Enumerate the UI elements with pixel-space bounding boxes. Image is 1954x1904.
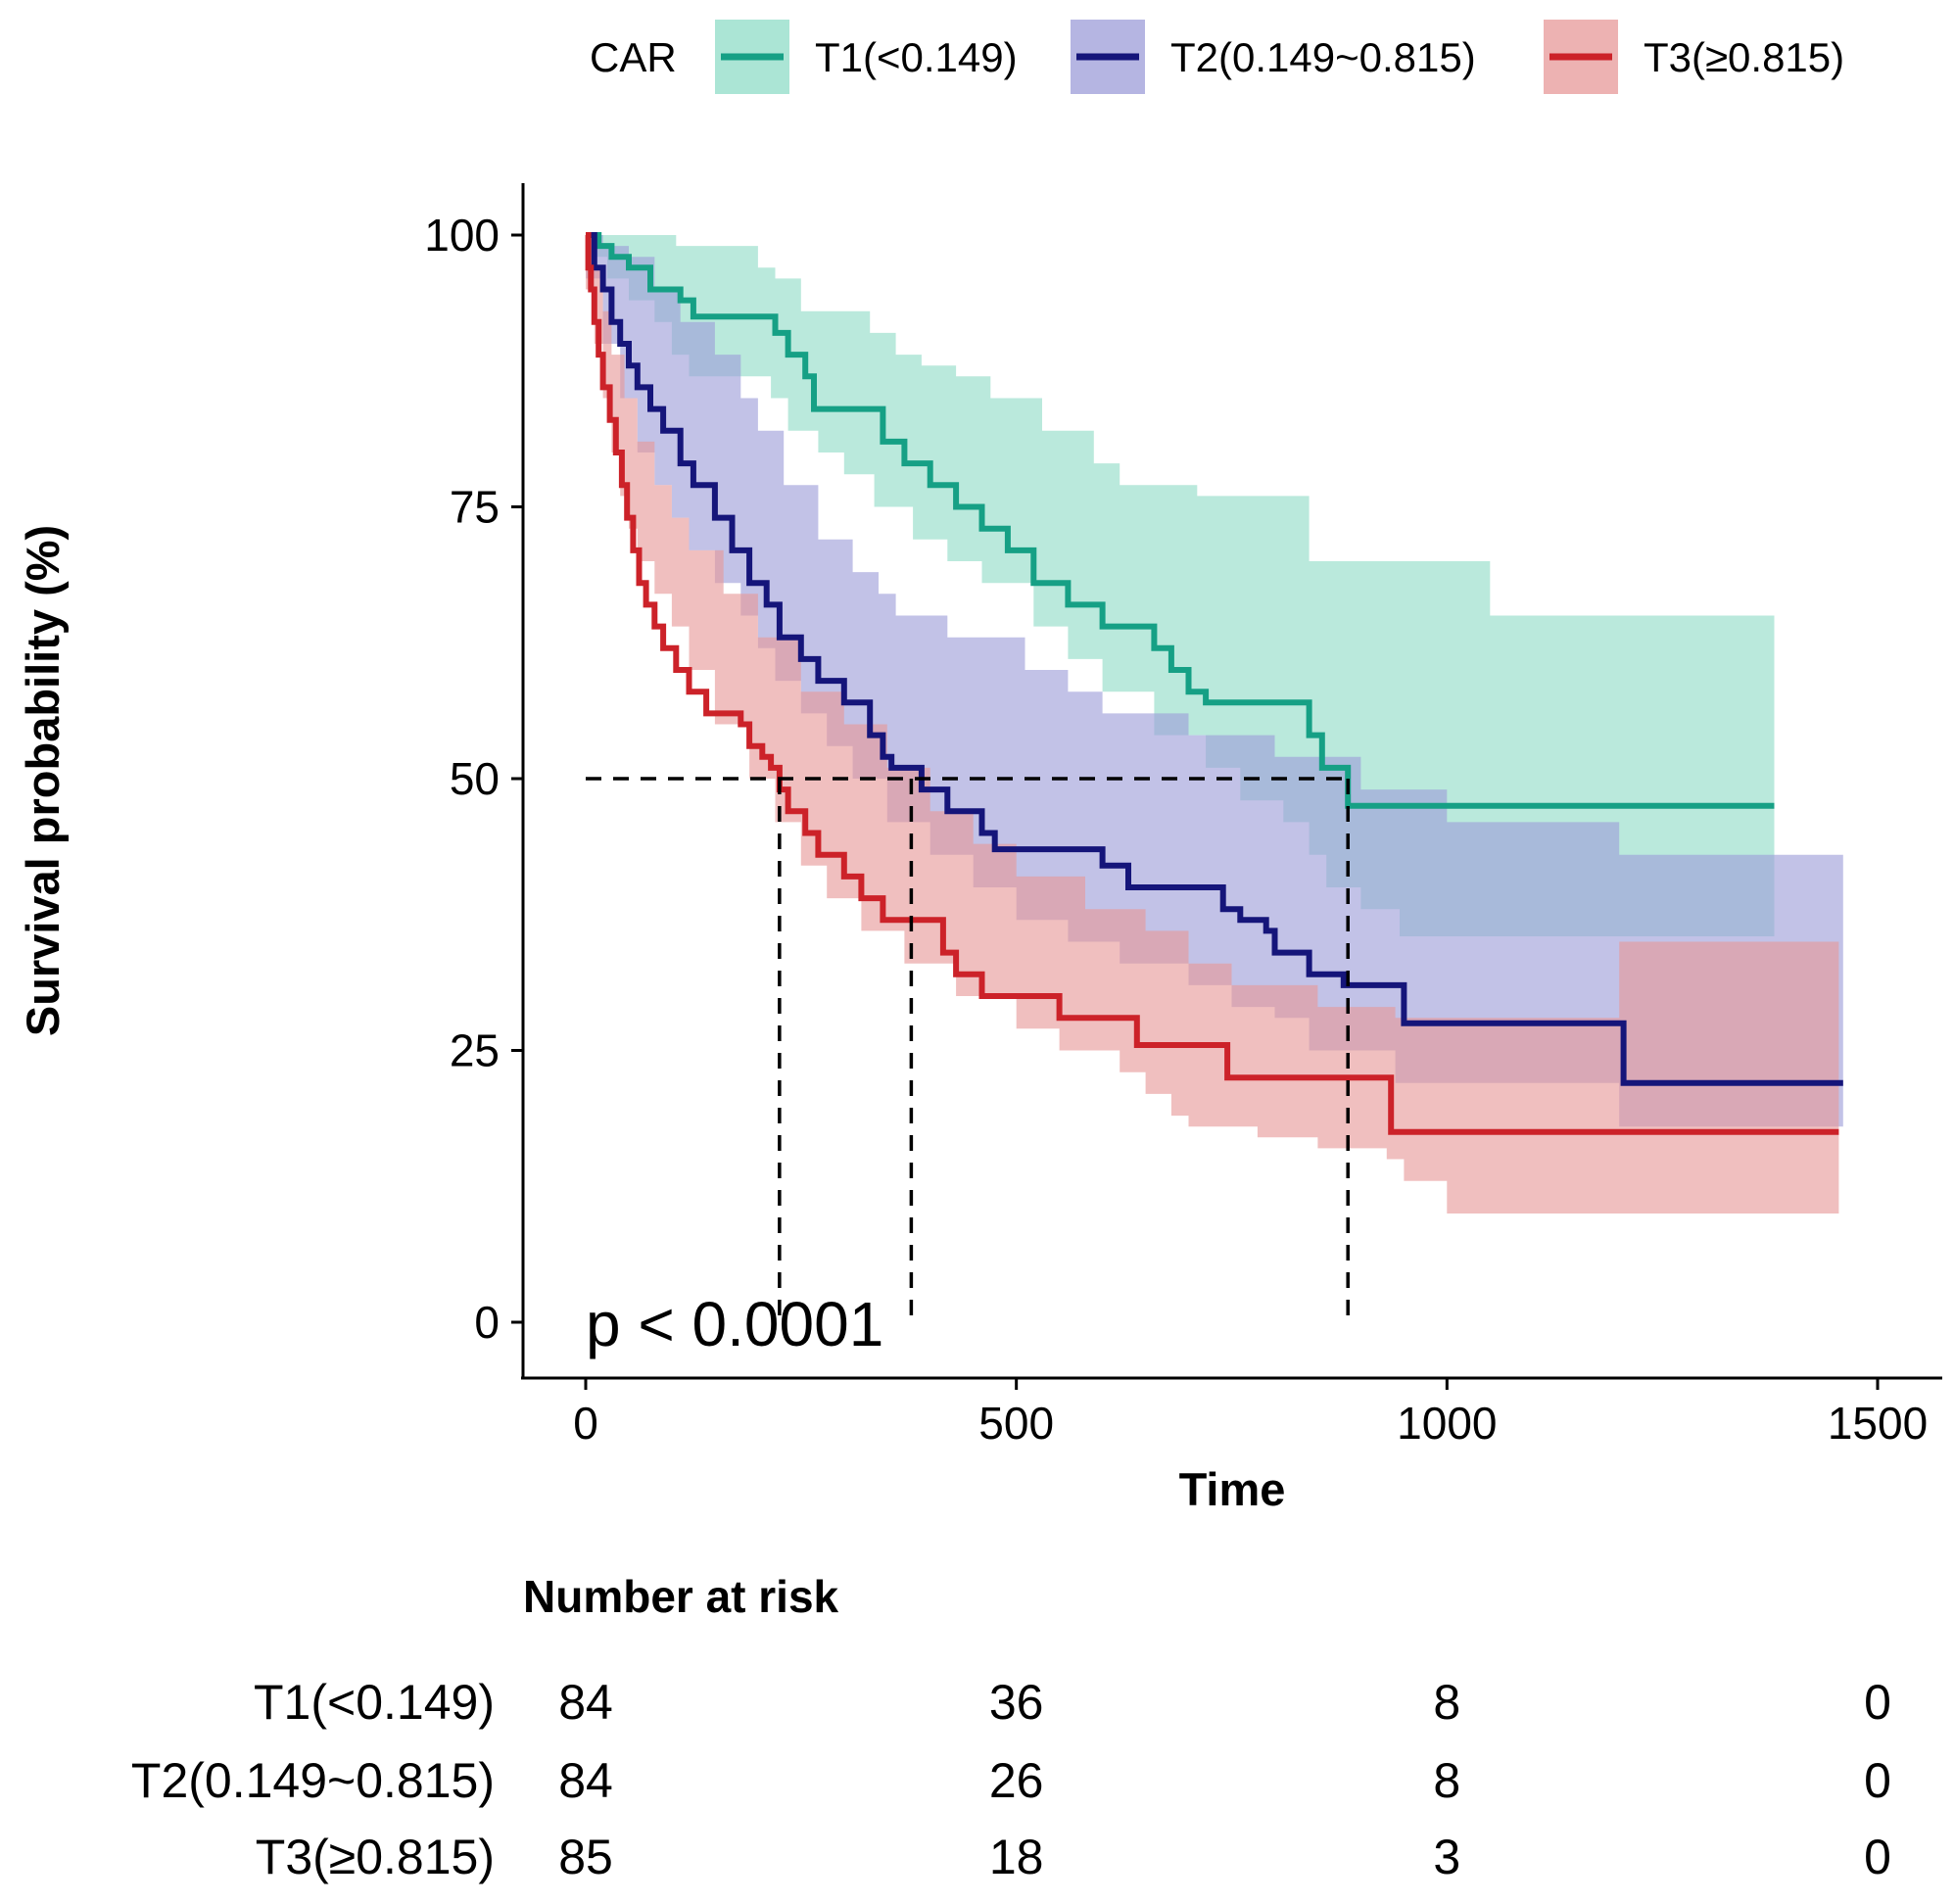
risk-table-row: T1(<0.149) 84 36 8 0 [254, 1675, 1891, 1730]
risk-table-title: Number at risk [523, 1571, 839, 1622]
risk-row-label: T3(≥0.815) [256, 1830, 495, 1884]
p-value-label: p < 0.0001 [586, 1289, 883, 1359]
risk-count: 0 [1864, 1830, 1891, 1884]
legend: CAR T1(<0.149) T2(0.149~0.815) T3(≥0.815) [590, 20, 1844, 94]
risk-count: 18 [989, 1830, 1044, 1884]
curve-t2 [586, 232, 1843, 1086]
y-tick-label: 50 [450, 753, 500, 804]
risk-count: 3 [1433, 1830, 1460, 1884]
x-tick-label: 0 [573, 1398, 598, 1449]
x-tick-label: 500 [978, 1398, 1054, 1449]
risk-row-label: T1(<0.149) [254, 1675, 495, 1730]
risk-count: 0 [1864, 1753, 1891, 1808]
risk-table: Number at risk T1(<0.149) 84 36 8 0T2(0.149~… [131, 1571, 1891, 1884]
y-axis-label: Survival probability (%) [17, 525, 69, 1036]
x-axis-label: Time [1179, 1463, 1286, 1515]
risk-table-row: T3(≥0.815) 85 18 3 0 [256, 1830, 1891, 1884]
risk-count: 26 [989, 1753, 1044, 1808]
risk-count: 84 [558, 1675, 613, 1730]
risk-row-label: T2(0.149~0.815) [131, 1753, 495, 1808]
band-t2 [586, 235, 1843, 1192]
y-tick-label: 75 [450, 482, 500, 533]
median-survival-lines [586, 777, 1350, 1322]
legend-label: T1(<0.149) [815, 34, 1018, 80]
risk-count: 0 [1864, 1675, 1891, 1730]
risk-count: 84 [558, 1753, 613, 1808]
band-t3 [586, 235, 1839, 1214]
risk-table-rows: T1(<0.149) 84 36 8 0T2(0.149~0.815) 84 26 8 0T3(… [131, 1675, 1891, 1884]
y-ticks: 0 25 50 75 100 [424, 210, 523, 1348]
risk-count: 85 [558, 1830, 613, 1884]
legend-label: T3(≥0.815) [1644, 34, 1844, 80]
risk-table-row: T2(0.149~0.815) 84 26 8 0 [131, 1753, 1891, 1808]
risk-count: 36 [989, 1675, 1044, 1730]
legend-title: CAR [590, 34, 677, 80]
confidence-bands [586, 235, 1843, 1214]
y-tick-label: 25 [450, 1025, 500, 1076]
x-ticks: 0 500 1000 1500 [573, 1378, 1928, 1449]
x-tick-label: 1000 [1397, 1398, 1497, 1449]
risk-count: 8 [1433, 1753, 1460, 1808]
x-tick-label: 1500 [1828, 1398, 1928, 1449]
legend-items: T1(<0.149) T2(0.149~0.815) T3(≥0.815) [715, 20, 1844, 94]
risk-count: 8 [1433, 1675, 1460, 1730]
axes: 0 25 50 75 100 0 500 1000 1500 [424, 183, 1942, 1449]
curve-t1 [586, 232, 1775, 809]
y-tick-label: 100 [424, 210, 500, 261]
legend-label: T2(0.149~0.815) [1170, 34, 1476, 80]
curve-t3 [585, 232, 1839, 1135]
survival-curves [585, 232, 1843, 1135]
y-tick-label: 0 [474, 1297, 500, 1348]
